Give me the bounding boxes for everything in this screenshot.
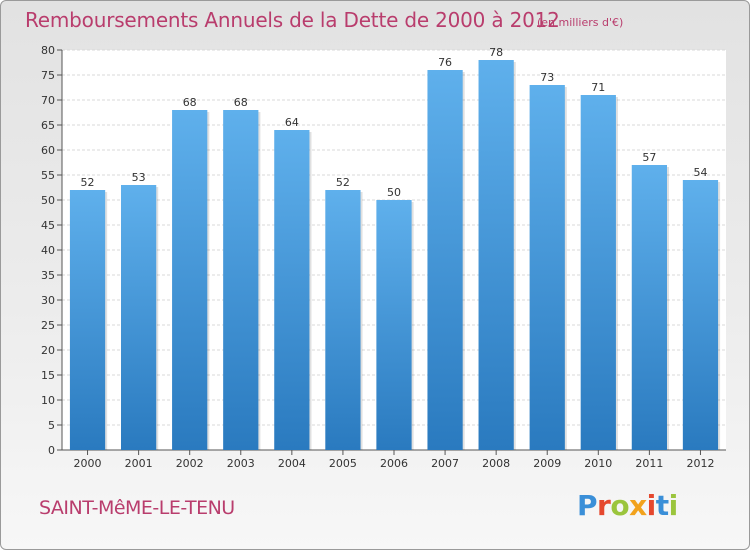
y-tick-label: 0 [48, 444, 55, 457]
y-tick-label: 5 [48, 419, 55, 432]
x-tick-label: 2003 [227, 457, 255, 470]
bar [172, 110, 208, 450]
bar [223, 110, 259, 450]
logo-letter: t [655, 489, 669, 522]
y-tick-label: 35 [41, 269, 55, 282]
y-tick-label: 15 [41, 369, 55, 382]
y-tick-label: 80 [41, 44, 55, 57]
y-tick-label: 10 [41, 394, 55, 407]
bar-value-label: 78 [489, 46, 503, 59]
bar [478, 60, 514, 450]
y-tick-label: 75 [41, 69, 55, 82]
x-tick-label: 2000 [74, 457, 102, 470]
x-tick-label: 2007 [431, 457, 459, 470]
x-tick-label: 2008 [482, 457, 510, 470]
bar [631, 165, 668, 450]
y-tick-label: 50 [41, 194, 55, 207]
chart-subtitle: (en milliers d'€) [537, 16, 624, 29]
bar [529, 85, 565, 450]
bar-value-label: 53 [132, 171, 146, 184]
logo-letter: i [668, 489, 679, 522]
y-tick-label: 40 [41, 244, 55, 257]
logo-letter: x [629, 489, 647, 522]
bar-value-label: 76 [438, 56, 452, 69]
bar [682, 180, 719, 450]
x-tick-label: 2012 [686, 457, 714, 470]
data-labels: 52 53 68 68 64 52 50 76 78 73 71 57 54 [81, 46, 708, 199]
bar-value-label: 52 [336, 176, 350, 189]
bar-value-label: 68 [183, 96, 197, 109]
y-tick-label: 65 [41, 119, 55, 132]
x-tick-label: 2002 [176, 457, 204, 470]
bar-value-label: 71 [591, 81, 605, 94]
bar-value-label: 73 [540, 71, 554, 84]
location-name: SAINT-MêME-LE-TENU [39, 497, 235, 519]
bar [325, 190, 361, 450]
x-tick-label: 2006 [380, 457, 408, 470]
x-tick-label: 2001 [125, 457, 153, 470]
bar [120, 185, 157, 450]
x-tick-label: 2011 [635, 457, 663, 470]
x-tick-label: 2005 [329, 457, 357, 470]
y-tick-label: 20 [41, 344, 55, 357]
bar-value-label: 54 [693, 166, 707, 179]
bar [69, 190, 106, 450]
logo-letter: r [597, 489, 611, 522]
bar [427, 70, 463, 450]
y-tick-label: 70 [41, 94, 55, 107]
bar-value-label: 50 [387, 186, 401, 199]
bar-value-label: 64 [285, 116, 299, 129]
y-tick-label: 45 [41, 219, 55, 232]
y-tick-label: 25 [41, 319, 55, 332]
bar-value-label: 52 [81, 176, 95, 189]
chart-title: Remboursements Annuels de la Dette de 20… [25, 8, 560, 32]
logo-letter: P [577, 489, 598, 522]
bar-value-label: 57 [642, 151, 656, 164]
bars [69, 60, 721, 450]
y-tick-label: 30 [41, 294, 55, 307]
x-axis-ticks: 2000 2001 2002 2003 2004 2005 2006 2007 2008 2009… [74, 450, 714, 470]
logo-letter: i [646, 489, 657, 522]
x-tick-label: 2004 [278, 457, 306, 470]
logo-letter: o [610, 489, 630, 522]
bar [274, 130, 310, 450]
x-tick-label: 2009 [533, 457, 561, 470]
bar-value-label: 68 [234, 96, 248, 109]
x-tick-label: 2010 [584, 457, 612, 470]
y-axis-ticks: 0 5 10 15 20 25 30 35 40 45 50 55 60 65 70 75 80 [41, 44, 62, 457]
y-tick-label: 60 [41, 144, 55, 157]
y-tick-label: 55 [41, 169, 55, 182]
bar [376, 200, 412, 450]
proxiti-logo: Proxiti [577, 489, 678, 522]
bar [580, 95, 616, 450]
